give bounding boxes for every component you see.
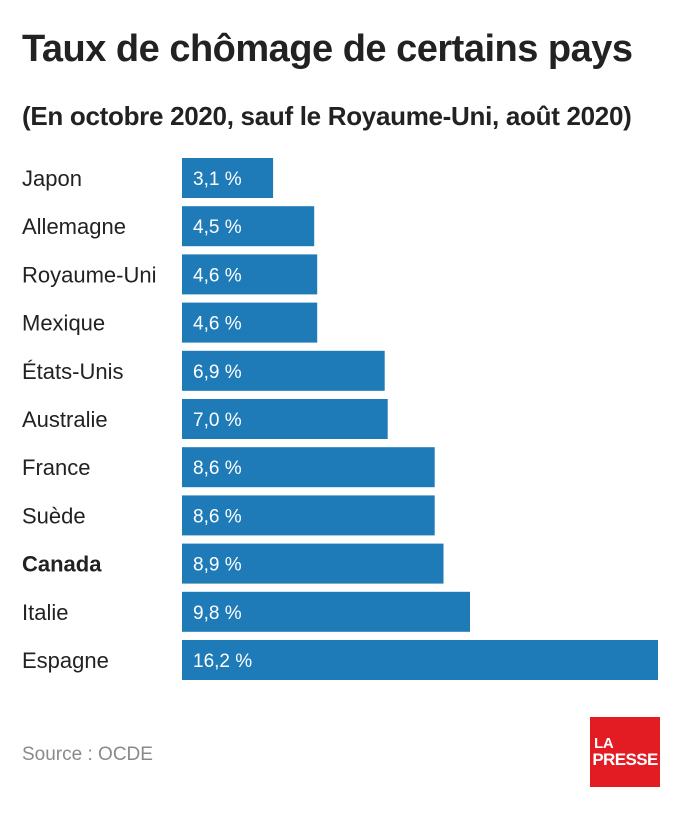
bar <box>182 640 658 680</box>
category-label: Canada <box>22 552 102 577</box>
bar-chart: Japon 3,1 % Allemagne 4,5 % Royaume-Uni 4,6 %… <box>22 158 658 680</box>
bar <box>182 543 444 584</box>
bar <box>182 254 318 295</box>
category-label: Royaume-Uni <box>22 262 157 287</box>
bar-value-label: 9,8 % <box>193 603 242 624</box>
bar-value-label: 4,6 % <box>193 265 242 286</box>
chart-title: Taux de chômage de certains pays <box>22 28 633 70</box>
bar-value-label: 4,5 % <box>193 217 242 238</box>
category-label: Japon <box>22 166 82 191</box>
bar-value-label: 3,1 % <box>193 169 242 190</box>
category-label: Allemagne <box>22 214 126 239</box>
bar <box>182 447 435 488</box>
bar <box>182 399 388 439</box>
chart-subtitle: (En octobre 2020, sauf le Royaume-Uni, a… <box>22 101 632 131</box>
bar <box>182 158 274 198</box>
la-presse-logo: LA PRESSE <box>590 717 660 787</box>
category-label: France <box>22 455 90 480</box>
bar-value-label: 6,9 % <box>193 362 242 383</box>
bar <box>182 350 385 391</box>
bar-value-label: 8,6 % <box>193 458 242 479</box>
bar <box>182 206 315 247</box>
bar <box>182 591 470 632</box>
category-label: Suède <box>22 503 86 528</box>
source-note: Source : OCDE <box>22 744 153 765</box>
logo-text-presse: PRESSE <box>592 750 658 769</box>
category-label: Espagne <box>22 648 109 673</box>
bar-value-label: 8,9 % <box>193 555 242 576</box>
bar-value-label: 16,2 % <box>193 651 252 672</box>
bar <box>182 495 435 536</box>
logo-text-la: LA <box>594 735 614 752</box>
bar-value-label: 4,6 % <box>193 314 242 335</box>
category-label: Australie <box>22 407 108 432</box>
bar-value-label: 8,6 % <box>193 506 242 527</box>
bar-value-label: 7,0 % <box>193 410 242 431</box>
bar <box>182 302 318 343</box>
category-label: Italie <box>22 600 68 625</box>
category-label: Mexique <box>22 311 105 336</box>
category-label: États-Unis <box>22 359 123 384</box>
